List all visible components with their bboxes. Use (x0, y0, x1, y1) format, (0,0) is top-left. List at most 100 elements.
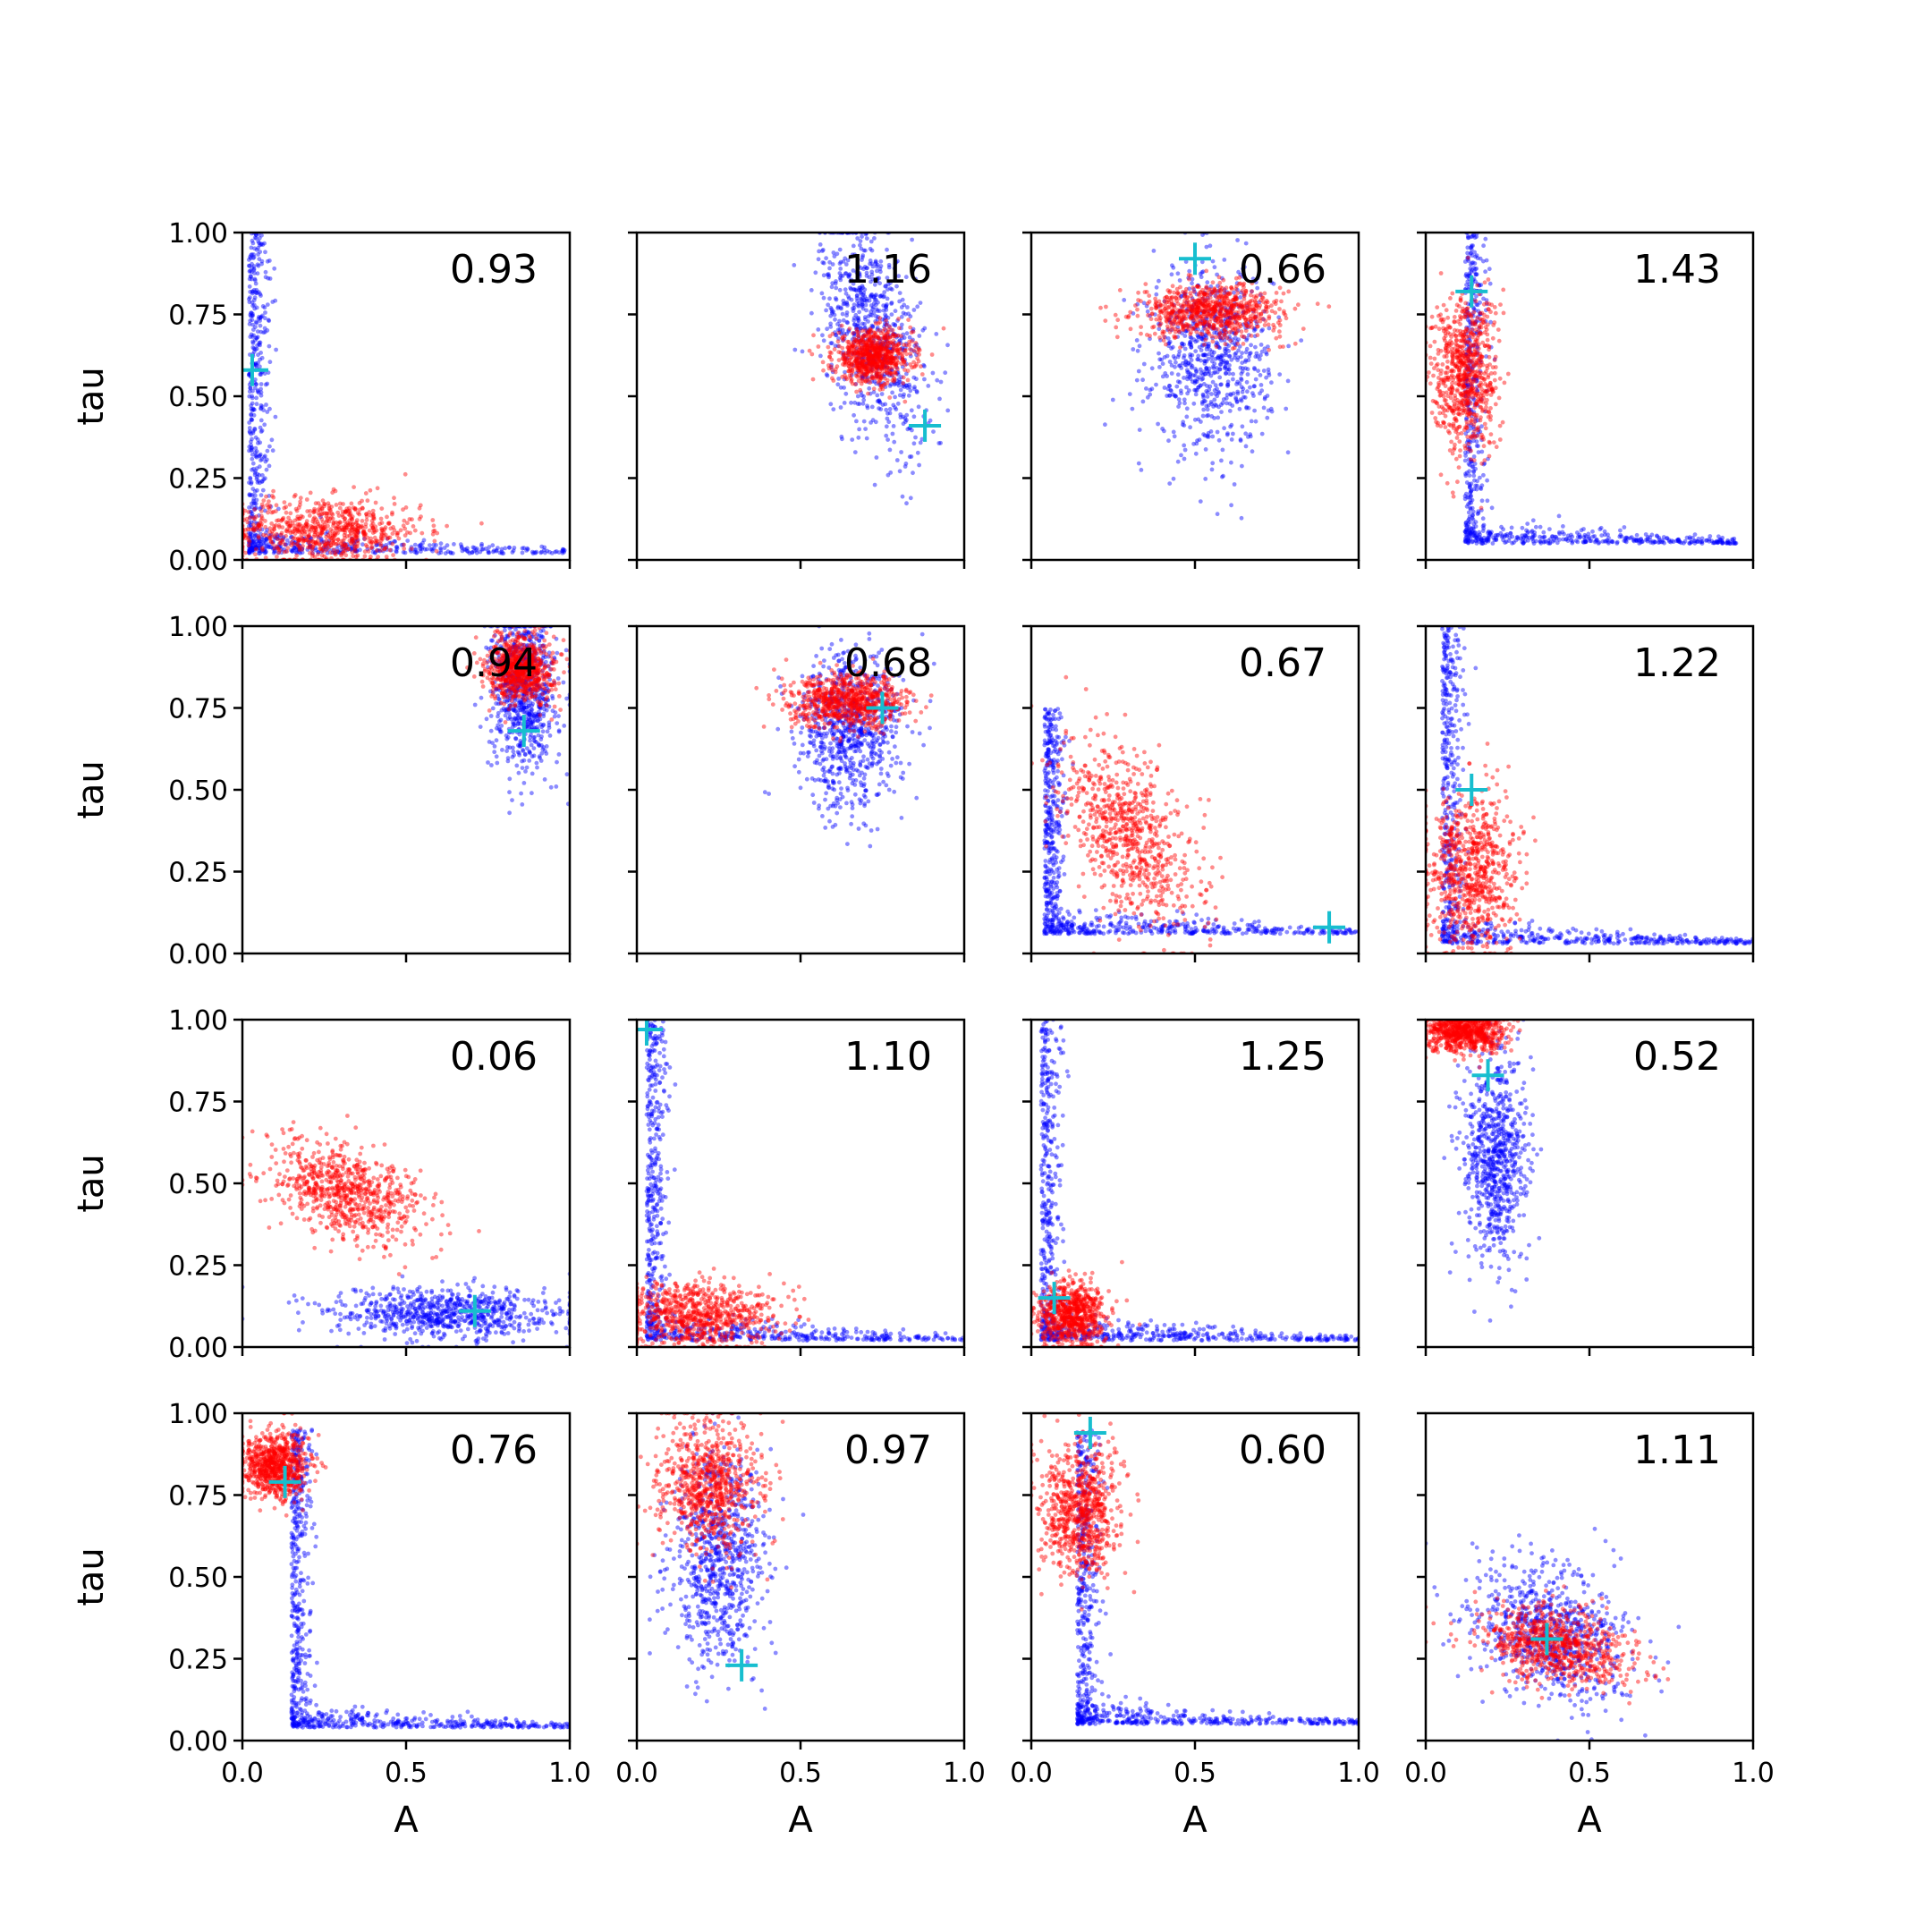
red-point (882, 326, 887, 332)
red-point (1152, 331, 1157, 336)
blue-point (883, 316, 888, 321)
red-point (887, 335, 893, 340)
blue-point (896, 383, 902, 388)
red-point (296, 523, 301, 528)
red-point (1247, 302, 1252, 307)
red-point (1205, 329, 1209, 335)
blue-point (1470, 311, 1475, 316)
red-point (343, 528, 348, 533)
blue-point (1212, 314, 1217, 319)
blue-point (1176, 352, 1182, 357)
blue-point (1482, 461, 1487, 466)
blue-point (1254, 351, 1259, 356)
red-point (877, 356, 883, 361)
blue-point (248, 534, 252, 538)
blue-point (1200, 269, 1206, 275)
blue-point (438, 546, 443, 551)
red-point (1219, 324, 1224, 328)
blue-point (838, 405, 843, 410)
red-point (1249, 318, 1254, 324)
blue-point (834, 333, 839, 338)
red-point (1214, 300, 1219, 305)
red-point (888, 354, 894, 360)
red-point (268, 538, 274, 544)
red-point (1203, 308, 1208, 313)
red-point (1172, 303, 1177, 308)
blue-point (251, 526, 257, 531)
blue-point (1160, 374, 1165, 379)
red-point (853, 373, 859, 378)
blue-point (1193, 349, 1199, 353)
blue-point (860, 304, 865, 309)
red-point (867, 352, 871, 357)
blue-point (1202, 290, 1208, 295)
blue-point (882, 360, 887, 365)
blue-point (826, 273, 831, 278)
blue-point (1136, 369, 1141, 374)
blue-point (905, 386, 911, 390)
red-point (1162, 329, 1166, 335)
red-point (1182, 314, 1186, 319)
blue-point (1200, 233, 1205, 237)
red-point (863, 373, 868, 378)
blue-point (894, 335, 899, 340)
blue-point (861, 355, 866, 360)
blue-point (1191, 337, 1197, 343)
red-point (863, 347, 869, 352)
blue-point (874, 292, 878, 298)
red-point (355, 538, 360, 544)
blue-point (257, 235, 262, 241)
red-point (884, 368, 889, 372)
red-point (880, 363, 886, 368)
red-point (382, 547, 387, 552)
red-point (326, 523, 330, 529)
red-point (872, 347, 877, 352)
red-point (1258, 292, 1263, 296)
red-point (875, 352, 880, 358)
red-point (1224, 293, 1229, 299)
red-point (308, 490, 313, 496)
red-point (860, 378, 865, 384)
blue-point (915, 304, 920, 309)
blue-point (844, 310, 850, 315)
blue-point (250, 341, 256, 345)
red-point (353, 525, 359, 530)
blue-point (888, 286, 894, 292)
blue-point (1134, 338, 1140, 343)
blue-point (1209, 467, 1215, 472)
red-point (1154, 301, 1159, 306)
red-point (365, 535, 370, 540)
blue-point (291, 547, 296, 553)
red-point (871, 386, 877, 392)
blue-point (1173, 364, 1177, 369)
blue-point (886, 324, 892, 329)
red-point (868, 352, 873, 357)
blue-point (1524, 535, 1530, 540)
red-point (1231, 298, 1236, 302)
blue-point (539, 549, 544, 555)
red-point (1259, 295, 1265, 300)
blue-point (1285, 450, 1291, 455)
red-point (889, 360, 894, 365)
red-point (329, 539, 335, 544)
blue-point (249, 418, 254, 422)
red-point (266, 510, 270, 515)
red-point (1200, 287, 1205, 292)
blue-point (252, 276, 258, 282)
blue-point (893, 332, 898, 337)
blue-point (870, 364, 876, 369)
red-point (850, 368, 855, 372)
blue-point (251, 346, 257, 352)
blue-point (254, 466, 259, 470)
blue-point (868, 326, 872, 331)
blue-point (275, 550, 281, 555)
red-point (350, 537, 355, 541)
red-point (1244, 301, 1249, 306)
blue-point (891, 402, 896, 408)
blue-point (1215, 290, 1220, 295)
red-point (874, 351, 879, 356)
blue-point (260, 487, 266, 493)
blue-point (1470, 260, 1476, 265)
blue-point (1217, 309, 1223, 313)
